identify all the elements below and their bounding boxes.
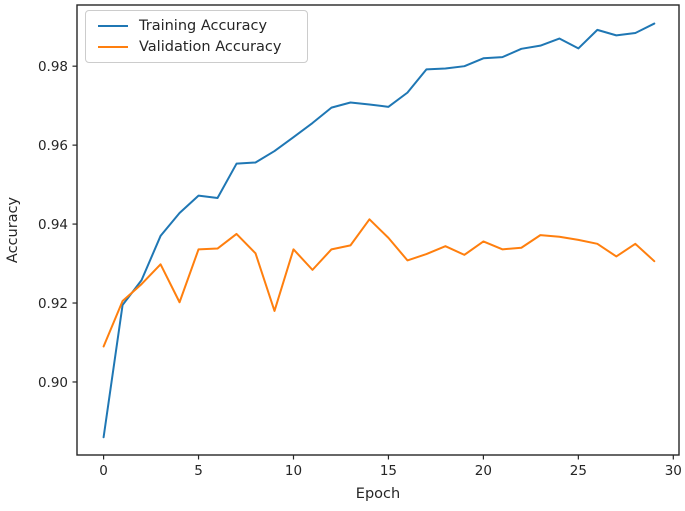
x-tick-label: 20 — [475, 463, 492, 479]
legend-label-validation: Validation Accuracy — [139, 39, 282, 56]
x-tick-label: 10 — [285, 463, 302, 479]
x-tick-label: 15 — [380, 463, 397, 479]
legend-item-validation: Validation Accuracy — [98, 37, 295, 59]
legend-label-training: Training Accuracy — [139, 17, 268, 34]
y-tick-label: 0.90 — [38, 375, 68, 391]
x-tick-label: 0 — [99, 463, 108, 479]
training-accuracy-line — [102, 22, 656, 439]
training-line-swatch — [98, 24, 128, 27]
x-axis-label: Epoch — [355, 486, 401, 502]
y-axis-label: Accuracy — [5, 196, 21, 264]
y-tick-label: 0.98 — [38, 59, 68, 75]
y-tick-label: 0.92 — [38, 296, 68, 312]
plot-frame — [76, 4, 680, 456]
validation-line-swatch — [98, 46, 128, 49]
legend: Training Accuracy Validation Accuracy — [85, 10, 308, 63]
validation-accuracy-line — [102, 218, 656, 348]
y-tick-label: 0.94 — [38, 217, 68, 233]
x-tick-label: 30 — [665, 463, 682, 479]
y-tick-label: 0.96 — [38, 138, 68, 154]
x-tick-label: 25 — [570, 463, 587, 479]
legend-item-training: Training Accuracy — [98, 15, 295, 37]
x-tick-label: 5 — [194, 463, 203, 479]
